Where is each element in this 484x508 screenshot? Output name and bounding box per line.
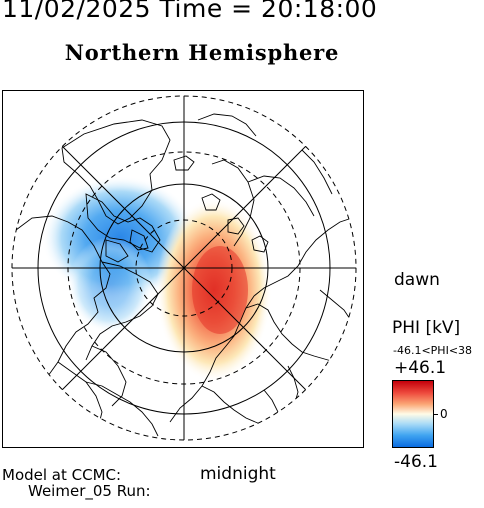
negative-potential-tail <box>68 237 152 333</box>
colorbar-zero-tick <box>434 414 438 415</box>
meridian-lines <box>12 96 356 440</box>
map-frame <box>2 90 364 448</box>
positive-potential-core <box>192 246 248 334</box>
outer-boundary-circle <box>11 95 357 441</box>
run-label: Weimer_05 Run: <box>28 482 151 500</box>
colorbar-min-label: -46.1 <box>394 452 438 472</box>
date-time-header: 11/02/2025 Time = 20:18:00 <box>2 0 378 23</box>
colorbar <box>392 380 434 448</box>
model-label: Model at CCMC: <box>2 466 122 484</box>
midnight-label: midnight <box>200 464 276 484</box>
colorbar-range: -46.1<PHI<38 <box>393 344 473 357</box>
hemisphere-title: Northern Hemisphere <box>64 40 340 65</box>
colorbar-max-label: +46.1 <box>394 358 447 378</box>
polar-map <box>11 95 357 441</box>
colorbar-title: PHI [kV] <box>392 318 461 338</box>
colorbar-zero-label: 0 <box>440 407 448 421</box>
dawn-label: dawn <box>394 270 440 290</box>
